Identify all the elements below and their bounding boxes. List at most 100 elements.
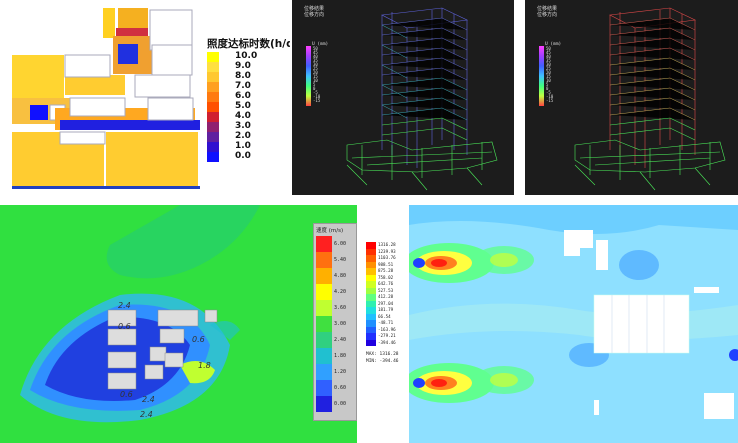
illuminance-panel: 照度达标时数(h/d) 10.0 9.0 8.0 7.0 6.0 5.0 4.0… [0, 0, 290, 195]
legend-value: 10.0 [235, 51, 258, 61]
legend-swatch [207, 102, 219, 112]
legend-value: -10 [313, 94, 321, 99]
legend-swatch [366, 339, 376, 346]
legend-value: 45 [313, 50, 318, 55]
legend-value: 10 [546, 78, 551, 83]
legend-value: 2.40 [334, 337, 347, 343]
legend-swatch [366, 313, 376, 320]
structure-header-line: 位移方向 [304, 12, 325, 18]
wind-panel: 2.4 0.6 0.6 2.4 0.6 1.8 2.4 速度 (m/s) 6.0… [0, 205, 357, 443]
legend-swatch [207, 152, 219, 162]
contour-label: 0.6 [192, 335, 205, 344]
legend-value: -10 [546, 94, 554, 99]
contour-label: 2.4 [118, 301, 131, 310]
wind-legend-values: 6.00 5.40 4.80 4.20 3.60 3.00 2.40 1.80 … [334, 236, 346, 412]
legend-swatch [207, 112, 219, 122]
legend-value: 0 [546, 86, 549, 91]
legend-swatch [366, 287, 376, 294]
legend-swatch [316, 380, 332, 396]
legend-swatch [316, 364, 332, 380]
wind-field [20, 205, 261, 423]
legend-value: 20 [313, 70, 318, 75]
legend-value: 2.0 [235, 131, 251, 141]
structure-legend-values: 50 45 40 35 30 25 20 15 10 5 0 -5 -10 -1… [313, 47, 320, 103]
pressure-field [409, 205, 738, 443]
structure-panel-right: 位移结果 位移方向 U (mm) 50 45 40 35 30 25 20 15… [525, 0, 738, 195]
legend-value: 30 [313, 62, 318, 67]
pressure-legend-values: 1316.28 1239.93 1103.76 988.51 875.28 75… [378, 242, 396, 346]
legend-value: 50 [546, 46, 551, 51]
contour-label: 1.8 [198, 361, 211, 370]
legend-value: 6.0 [235, 91, 251, 101]
legend-value: 66.54 [378, 313, 391, 319]
contour-label: 0.6 [118, 322, 131, 331]
legend-value: 1103.76 [378, 255, 396, 260]
legend-swatch [366, 333, 376, 340]
legend-value: 4.80 [334, 273, 347, 279]
legend-value: 5 [546, 82, 549, 87]
legend-value: 1.0 [235, 141, 251, 151]
legend-swatch [207, 72, 219, 82]
legend-value: -48.71 [378, 320, 394, 325]
legend-swatch [207, 62, 219, 72]
legend-value: 0 [313, 86, 316, 91]
legend-value: 50 [313, 46, 318, 51]
legend-value: 642.76 [378, 281, 394, 286]
legend-value: -163.96 [378, 326, 396, 332]
legend-value: 875.28 [378, 268, 394, 273]
legend-value: 181.79 [378, 307, 394, 312]
wind-legend: 速度 (m/s) 6.00 5.40 4.80 4.20 3.60 3.00 2… [313, 223, 357, 421]
legend-swatch [207, 142, 219, 152]
legend-swatch [316, 300, 332, 316]
contour-label: 0.6 [120, 390, 133, 399]
legend-swatch [316, 268, 332, 284]
legend-value: 4.0 [235, 111, 251, 121]
pressure-field-panel [409, 205, 738, 443]
legend-value: 3.60 [334, 305, 347, 311]
contour-label: 2.4 [142, 395, 155, 404]
wind-legend-title: 速度 (m/s) [316, 228, 344, 234]
legend-swatch [366, 294, 376, 301]
legend-swatch [366, 320, 376, 327]
structure-legend-title: U (mm) [312, 42, 329, 47]
legend-swatch [366, 274, 376, 281]
legend-value: 1.20 [334, 369, 347, 375]
legend-value: -394.46 [378, 339, 396, 345]
legend-swatch [366, 242, 376, 249]
pressure-legend: 1316.28 1239.93 1103.76 988.51 875.28 75… [362, 240, 406, 380]
legend-value: 9.0 [235, 61, 251, 71]
legend-swatch [366, 268, 376, 275]
legend-swatch [366, 307, 376, 314]
legend-swatch [316, 252, 332, 268]
structure-header-line: 位移方向 [537, 12, 558, 18]
legend-value: 1316.28 [378, 242, 396, 247]
legend-value: 1.80 [334, 353, 347, 359]
legend-value: 0.00 [334, 401, 347, 407]
legend-value: -5 [546, 90, 551, 95]
legend-value: 3.0 [235, 121, 251, 131]
structure-header-line: 位移结果 [537, 6, 558, 12]
legend-value: 988.51 [378, 261, 394, 267]
legend-swatch [207, 82, 219, 92]
legend-value: 4.20 [334, 289, 347, 295]
legend-value: 20 [546, 70, 551, 75]
legend-swatch [366, 281, 376, 288]
structure-header: 位移结果 位移方向 [304, 6, 324, 18]
legend-value: 35 [313, 58, 318, 63]
legend-swatch [207, 122, 219, 132]
legend-swatch [207, 132, 219, 142]
legend-value: -15 [313, 98, 321, 103]
pressure-max-label: MAX: 1316.28 [366, 352, 399, 357]
legend-value: -15 [546, 98, 554, 103]
illuminance-legend: 10.0 9.0 8.0 7.0 6.0 5.0 4.0 3.0 2.0 1.0… [207, 51, 287, 164]
legend-value: 3.00 [334, 321, 347, 327]
legend-value: 0.0 [235, 151, 251, 161]
legend-value: 527.53 [378, 287, 394, 293]
legend-swatch [366, 326, 376, 333]
legend-value: 10 [313, 78, 318, 83]
legend-swatch [316, 332, 332, 348]
legend-value: 5 [313, 82, 316, 87]
legend-swatch [316, 284, 332, 300]
legend-value: 6.00 [334, 241, 347, 247]
legend-value: 25 [546, 66, 551, 71]
